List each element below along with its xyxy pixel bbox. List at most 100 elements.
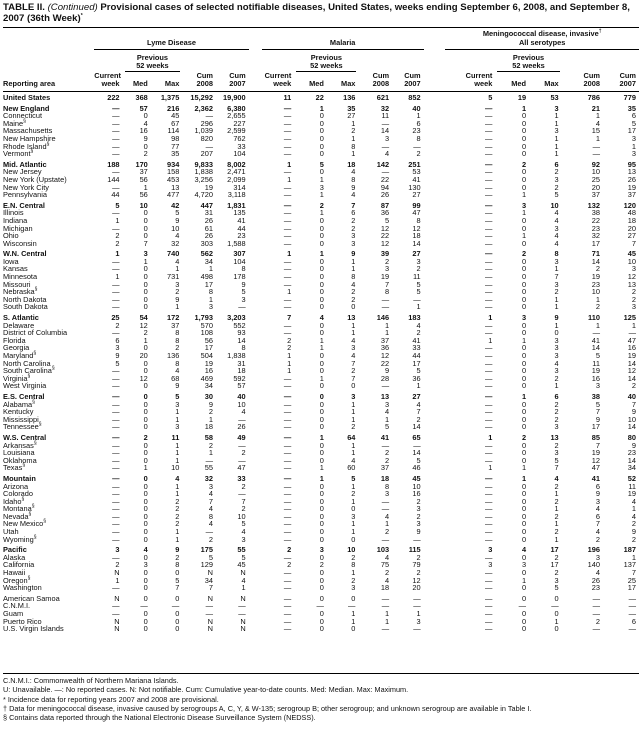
value-cell: 296: [200, 118, 213, 128]
spacer: [424, 408, 446, 416]
value-cell: 0: [143, 215, 148, 225]
table-row: Kansas — 0 1 1 8 — 0 1 3 2 — 0 1 2 3: [3, 265, 639, 273]
value-cell: 3: [554, 351, 559, 360]
value-cell: 0: [319, 381, 324, 391]
value-cell: 19: [204, 358, 213, 368]
value-cell: —: [283, 583, 292, 593]
spacer: [424, 618, 446, 626]
footnote-mark: §: [33, 350, 37, 357]
value-cell: 2: [595, 616, 600, 626]
value-cell: —: [484, 302, 493, 312]
column-header-line1: Cum: [196, 70, 213, 80]
value-cell: 37: [380, 463, 390, 473]
spacer: [249, 344, 262, 352]
value-cell: 9: [416, 527, 421, 537]
value-cell: 8: [241, 264, 246, 274]
value-cell: 2,471: [227, 167, 246, 177]
value-cell: 2: [175, 343, 180, 353]
reporting-area-cell: Utah: [3, 528, 94, 536]
value-cell: 1: [521, 473, 527, 483]
value-cell: 104: [233, 256, 246, 266]
value-cell: 0: [319, 504, 324, 514]
spacer: [249, 337, 262, 345]
value-cell: 0: [554, 624, 559, 634]
value-cell: 18: [204, 422, 213, 432]
value-cell: 19: [380, 272, 390, 282]
table-row: Delaware 2 12 37 570 552 — 0 1 1 4 — 0 1 1 1: [3, 320, 639, 330]
value-cell: 12: [380, 238, 390, 248]
value-cell: 31: [237, 358, 246, 368]
value-cell: 17: [591, 422, 600, 432]
value-cell: 0: [521, 481, 527, 491]
spacer: [249, 483, 262, 491]
value-cell: 79: [412, 560, 421, 570]
spacer: [424, 168, 446, 176]
value-cell: 2: [143, 432, 148, 442]
previous-52-weeks-header: Previous 52 weeks: [123, 53, 183, 72]
value-cell: 65: [412, 432, 421, 442]
value-cell: 1: [175, 455, 180, 465]
value-cell: 1: [287, 358, 292, 368]
area-name: Ohio: [3, 231, 19, 241]
group-label: Lyme Disease: [146, 37, 196, 47]
value-cell: 0: [521, 583, 527, 593]
spacer: [249, 442, 262, 450]
value-cell: —: [592, 601, 600, 611]
value-cell: 7: [595, 440, 600, 450]
value-cell: 0: [554, 328, 559, 338]
spacer: [424, 352, 446, 360]
column-header: Current week: [445, 71, 496, 92]
spacer: [424, 265, 446, 273]
value-cell: 6: [554, 391, 559, 401]
table-row: Vermont§ — 2 35 207 104 — 0 1 4 2 — 0 1 — 3: [3, 149, 639, 158]
value-cell: 0: [143, 272, 148, 282]
value-cell: 4: [416, 320, 421, 330]
value-cell: 0: [521, 215, 527, 225]
value-cell: 0: [319, 455, 324, 465]
value-cell: 4: [143, 118, 148, 128]
area-name: Mountain: [3, 473, 36, 483]
value-cell: 41: [412, 335, 421, 345]
value-cell: —: [484, 568, 493, 578]
value-cell: 3: [521, 560, 527, 570]
value-cell: —: [484, 174, 493, 184]
value-cell: 3: [351, 343, 356, 353]
value-cell: —: [484, 141, 493, 151]
reporting-area-cell: Delaware: [3, 321, 94, 330]
value-cell: 1: [595, 294, 600, 304]
spacer: [249, 543, 262, 554]
value-cell: 0: [351, 504, 356, 514]
spacer: [424, 561, 446, 569]
value-cell: 1: [319, 373, 324, 383]
spacer: [249, 382, 262, 390]
spacer: [424, 225, 446, 233]
value-cell: 4: [208, 519, 213, 529]
value-cell: 17: [204, 343, 213, 353]
table-row: Hawaii N 0 0 N N — 0 1 2 2 — 0 2 4 7: [3, 569, 639, 577]
value-cell: —: [628, 601, 636, 611]
area-name: Alaska: [3, 552, 26, 562]
area-name: Illinois: [3, 208, 24, 218]
value-cell: —: [484, 320, 493, 330]
value-cell: 25: [111, 313, 120, 323]
value-cell: 4: [384, 407, 390, 417]
spacer: [424, 390, 446, 401]
value-cell: 0: [143, 440, 148, 450]
value-cell: 1: [416, 111, 421, 121]
value-cell: 26: [627, 174, 636, 184]
value-cell: 0: [143, 616, 148, 626]
value-cell: 158: [166, 167, 180, 177]
value-cell: 20: [591, 182, 600, 192]
value-cell: 2: [554, 182, 559, 192]
area-name: Tennessee: [3, 422, 39, 432]
value-cell: 9: [631, 440, 636, 450]
value-cell: 216: [166, 103, 180, 113]
value-cell: 10: [237, 511, 246, 521]
table-row: Missouri — 0 3 17 9 — 0 4 7 5 — 0 3 23 13: [3, 280, 639, 289]
value-cell: 17: [627, 583, 636, 593]
value-cell: —: [112, 440, 120, 450]
value-cell: 7: [208, 583, 213, 593]
footnote-mark: §: [51, 365, 55, 372]
value-cell: 1: [554, 111, 559, 121]
table-row: Connecticut —0 45—2,655—0 27 11 1—0 1 1 6: [3, 112, 639, 120]
